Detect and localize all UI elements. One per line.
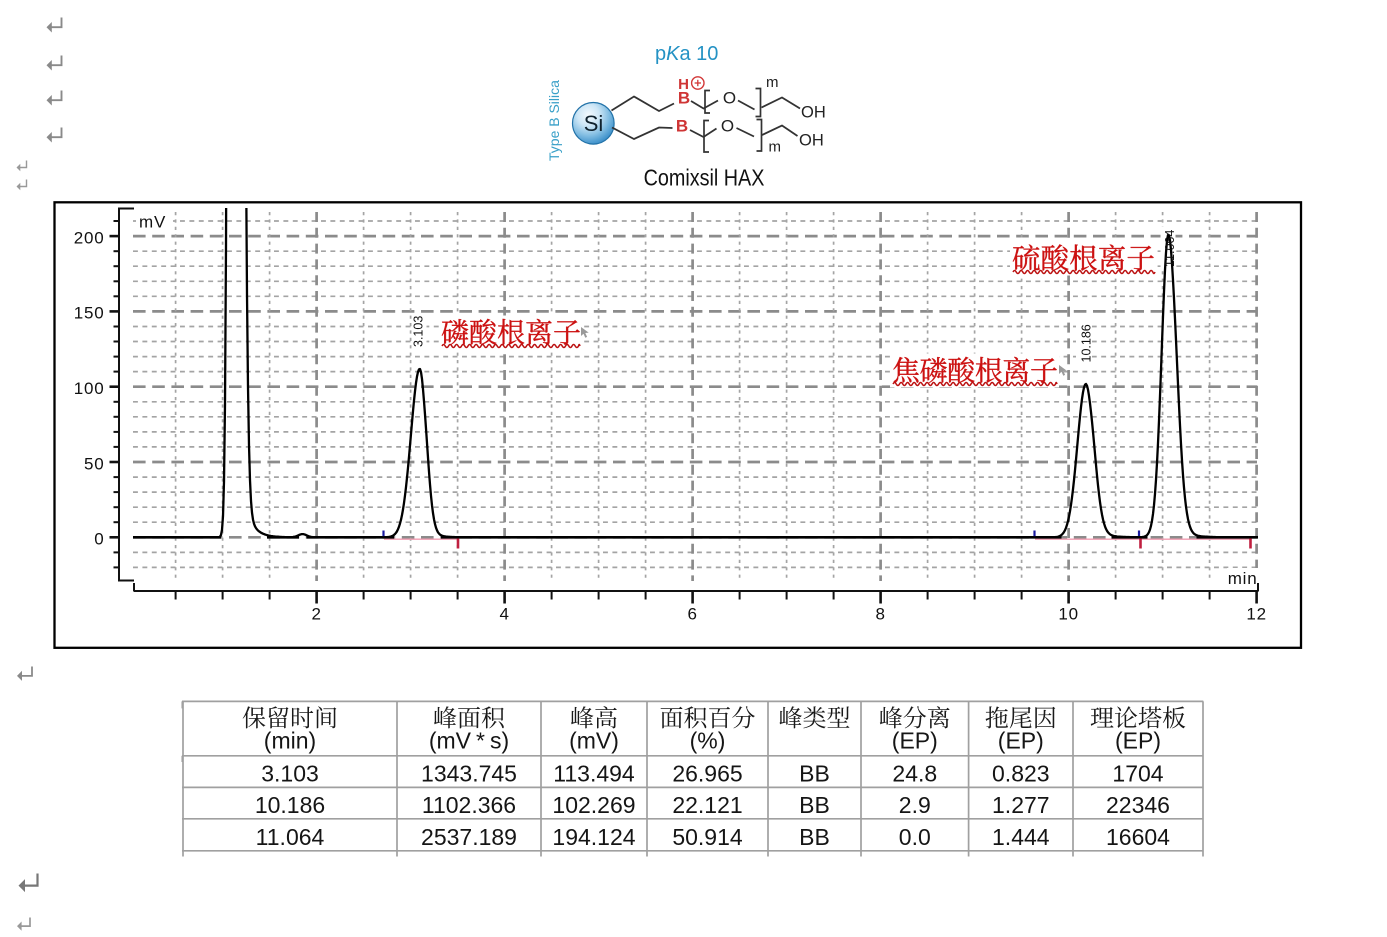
- svg-text:2.9: 2.9: [899, 792, 931, 818]
- svg-text:BB: BB: [799, 824, 830, 850]
- svg-text:0.0: 0.0: [899, 824, 931, 850]
- svg-text:6: 6: [687, 605, 697, 624]
- svg-text:12: 12: [1246, 605, 1267, 624]
- svg-text:3.103: 3.103: [412, 316, 426, 347]
- svg-text:OH: OH: [799, 132, 824, 150]
- svg-text:8: 8: [875, 605, 885, 624]
- svg-text:pKa 10: pKa 10: [655, 43, 718, 65]
- svg-text:0.823: 0.823: [992, 761, 1050, 787]
- svg-text:O: O: [723, 89, 736, 108]
- svg-text:3.103: 3.103: [261, 761, 319, 787]
- svg-text:OH: OH: [801, 104, 826, 122]
- svg-text:(mV*s): (mV * s): [429, 727, 509, 753]
- svg-text:4: 4: [499, 605, 509, 624]
- svg-text:10.186: 10.186: [1080, 324, 1094, 362]
- svg-text:113.494: 113.494: [553, 761, 635, 787]
- svg-text:(EP): (EP): [998, 727, 1044, 753]
- svg-text:24.8: 24.8: [892, 761, 937, 787]
- svg-text:Comixsil HAX: Comixsil HAX: [644, 165, 765, 191]
- svg-text:O: O: [721, 117, 734, 136]
- svg-text:(%): (%): [690, 727, 726, 753]
- svg-text:m: m: [766, 74, 779, 91]
- svg-text:BB: BB: [799, 761, 830, 787]
- svg-text:m: m: [769, 139, 782, 156]
- svg-text:1102.366: 1102.366: [422, 792, 516, 818]
- svg-text:2: 2: [311, 605, 321, 624]
- svg-text:B: B: [678, 89, 690, 108]
- svg-text:(mV): (mV): [569, 727, 619, 753]
- svg-text:26.965: 26.965: [672, 761, 742, 787]
- svg-text:150: 150: [74, 304, 105, 323]
- svg-text:22346: 22346: [1106, 792, 1170, 818]
- svg-text:1343.745: 1343.745: [421, 761, 517, 787]
- svg-text:194.124: 194.124: [552, 824, 635, 850]
- svg-text:BB: BB: [799, 792, 830, 818]
- svg-text:22.121: 22.121: [672, 792, 742, 818]
- svg-text:Type B Silica: Type B Silica: [546, 80, 562, 161]
- svg-text:(EP): (EP): [892, 727, 938, 753]
- svg-text:2537.189: 2537.189: [421, 824, 517, 850]
- svg-text:0: 0: [94, 530, 104, 549]
- svg-text:B: B: [676, 117, 688, 136]
- svg-text:H: H: [678, 76, 689, 93]
- svg-text:50.914: 50.914: [672, 824, 743, 850]
- svg-text:(min): (min): [264, 727, 316, 753]
- svg-text:10: 10: [1058, 605, 1079, 624]
- svg-text:mV: mV: [139, 213, 166, 232]
- svg-text:(EP): (EP): [1115, 727, 1161, 753]
- svg-text:min: min: [1228, 569, 1258, 588]
- svg-text:102.269: 102.269: [552, 792, 635, 818]
- svg-text:16604: 16604: [1106, 824, 1170, 850]
- svg-text:1704: 1704: [1112, 761, 1163, 787]
- svg-text:200: 200: [74, 228, 105, 247]
- svg-text:100: 100: [74, 379, 105, 398]
- svg-text:1.444: 1.444: [992, 824, 1050, 850]
- svg-text:1.277: 1.277: [992, 792, 1050, 818]
- svg-text:10.186: 10.186: [255, 792, 325, 818]
- svg-text:50: 50: [84, 454, 105, 473]
- svg-text:11.064: 11.064: [1163, 230, 1177, 267]
- svg-text:11.064: 11.064: [256, 824, 325, 850]
- svg-text:Si: Si: [584, 111, 604, 136]
